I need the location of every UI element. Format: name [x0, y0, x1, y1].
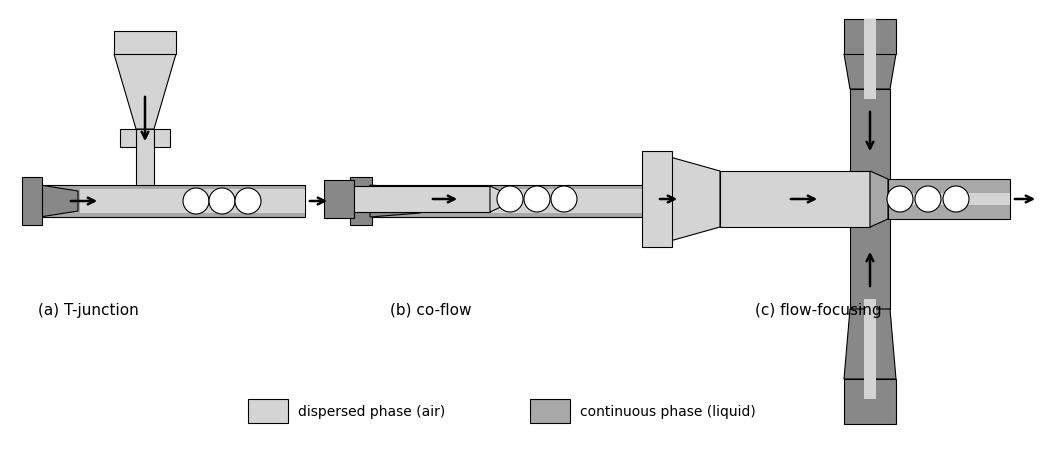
- Polygon shape: [40, 186, 78, 217]
- Text: dispersed phase (air): dispersed phase (air): [298, 404, 445, 418]
- Polygon shape: [114, 55, 176, 130]
- Bar: [352, 187, 490, 212]
- Bar: [154, 130, 170, 147]
- Bar: [249, 399, 288, 423]
- Bar: [844, 20, 896, 55]
- Bar: [888, 179, 1010, 220]
- Bar: [136, 130, 154, 186]
- Polygon shape: [670, 158, 720, 241]
- Text: continuous phase (liquid): continuous phase (liquid): [580, 404, 756, 418]
- Bar: [40, 186, 305, 217]
- Bar: [530, 399, 570, 423]
- Bar: [844, 379, 896, 424]
- Circle shape: [915, 187, 941, 212]
- Bar: [419, 189, 655, 213]
- Circle shape: [887, 187, 913, 212]
- Bar: [350, 178, 372, 226]
- Bar: [22, 178, 42, 226]
- Polygon shape: [490, 187, 518, 212]
- Bar: [850, 199, 890, 309]
- Bar: [120, 130, 136, 147]
- Bar: [864, 20, 876, 100]
- Text: (b) co-flow: (b) co-flow: [390, 302, 472, 317]
- Circle shape: [943, 187, 969, 212]
- Circle shape: [551, 187, 577, 212]
- Polygon shape: [844, 309, 896, 379]
- Polygon shape: [844, 55, 896, 90]
- Bar: [864, 299, 876, 399]
- Text: (a) T-junction: (a) T-junction: [38, 302, 139, 317]
- Circle shape: [183, 189, 209, 215]
- Circle shape: [209, 189, 235, 215]
- Circle shape: [524, 187, 550, 212]
- Bar: [324, 180, 354, 219]
- Bar: [720, 172, 870, 227]
- Bar: [80, 189, 305, 213]
- Polygon shape: [870, 172, 888, 227]
- Bar: [888, 193, 1010, 206]
- Circle shape: [235, 189, 261, 215]
- Bar: [850, 90, 890, 199]
- Circle shape: [497, 187, 523, 212]
- Text: (c) flow-focusing: (c) flow-focusing: [755, 302, 881, 317]
- Bar: [643, 152, 672, 248]
- Polygon shape: [370, 186, 419, 217]
- Bar: [370, 186, 655, 217]
- Bar: [114, 32, 176, 55]
